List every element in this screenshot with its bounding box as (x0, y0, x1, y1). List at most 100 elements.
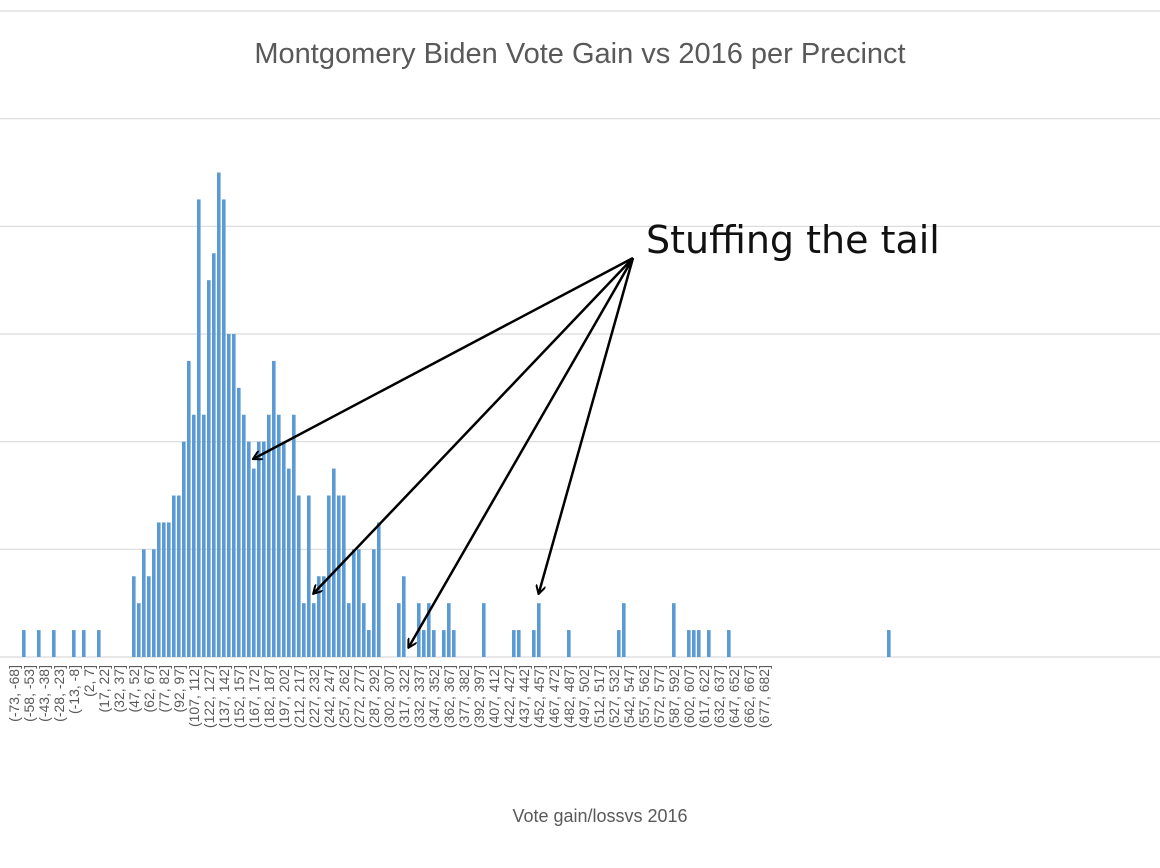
x-tick-label: (-28, -23] (51, 665, 67, 722)
bar (672, 603, 676, 657)
bar (397, 603, 401, 657)
bar (157, 522, 161, 657)
x-tick-label: (17, 22] (96, 665, 112, 712)
bar (317, 576, 321, 657)
x-tick-label: (632, 637] (711, 665, 727, 728)
bar (307, 495, 311, 657)
bar (687, 630, 691, 657)
bar (292, 414, 296, 657)
bar (52, 630, 56, 657)
x-tick-label: (287, 292] (366, 665, 382, 728)
x-tick-label: (482, 487] (561, 665, 577, 728)
x-tick-label: (662, 667] (741, 665, 757, 728)
bar (142, 549, 146, 657)
x-tick-label: (452, 457] (531, 665, 547, 728)
bar (402, 576, 406, 657)
bar (22, 630, 26, 657)
bar (137, 603, 141, 657)
bar (257, 441, 261, 657)
bar (82, 630, 86, 657)
annotation-arrow (409, 257, 635, 647)
bar (247, 441, 251, 657)
x-tick-label: (347, 352] (426, 665, 442, 728)
bar (537, 603, 541, 657)
x-tick-label: (137, 142] (216, 665, 232, 728)
bar (622, 603, 626, 657)
x-tick-label: (437, 442] (516, 665, 532, 728)
x-tick-label: (407, 412] (486, 665, 502, 728)
bar (152, 549, 156, 657)
bar (432, 630, 436, 657)
bar (147, 576, 151, 657)
bar (707, 630, 711, 657)
bar (697, 630, 701, 657)
x-tick-label: (107, 112] (186, 665, 202, 727)
x-tick-label: (197, 202] (276, 665, 292, 728)
bar (172, 495, 176, 657)
bar (192, 414, 196, 657)
x-tick-label: (587, 592] (666, 665, 682, 728)
x-tick-label: (242, 247] (321, 665, 337, 728)
bar (277, 414, 281, 657)
x-tick-label: (272, 277] (351, 665, 367, 728)
x-tick-label: (557, 562] (636, 665, 652, 728)
annotation-arrow (539, 257, 635, 593)
x-tick-label: (122, 127] (201, 665, 217, 728)
x-tick-label: (512, 517] (591, 665, 607, 728)
bar (442, 630, 446, 657)
bar (567, 630, 571, 657)
bar (37, 630, 41, 657)
bar (362, 603, 366, 657)
bar (367, 630, 371, 657)
bar (692, 630, 696, 657)
bar (262, 441, 266, 657)
bar (237, 387, 241, 657)
x-tick-label: (572, 577] (651, 665, 667, 728)
bar (322, 576, 326, 657)
bar (97, 630, 101, 657)
x-tick-label: (422, 427] (501, 665, 517, 728)
x-tick-label: (167, 172] (246, 665, 262, 728)
annotation-arrow (314, 257, 634, 593)
x-tick-label: (332, 337] (411, 665, 427, 728)
bar (337, 495, 341, 657)
bar (512, 630, 516, 657)
bar (227, 334, 231, 657)
bar (517, 630, 521, 657)
bar (287, 468, 291, 657)
bar (282, 441, 286, 657)
x-tick-label: (-58, -53] (21, 665, 37, 722)
bar (532, 630, 536, 657)
bar (427, 603, 431, 657)
bar (332, 468, 336, 657)
bar (182, 441, 186, 657)
bar (202, 414, 206, 657)
bar (342, 495, 346, 657)
bar (452, 630, 456, 657)
x-tick-label: (602, 607] (681, 665, 697, 728)
bar (272, 360, 276, 657)
bar (617, 630, 621, 657)
x-tick-label: (-43, -38] (36, 665, 52, 722)
x-tick-label: (392, 397] (471, 665, 487, 728)
bar (727, 630, 731, 657)
x-axis-label: Vote gain/lossvs 2016 (512, 806, 688, 826)
x-tick-label: (617, 622] (696, 665, 712, 728)
x-tick-label: (152, 157] (231, 665, 247, 728)
x-tick-label: (467, 472] (546, 665, 562, 728)
bar (302, 603, 306, 657)
bar (232, 334, 236, 657)
x-tick-label: (647, 652] (726, 665, 742, 728)
bar (212, 253, 216, 657)
bar (357, 549, 361, 657)
bar (297, 495, 301, 657)
bar (267, 414, 271, 657)
bar (187, 360, 191, 657)
x-tick-label: (32, 37] (111, 665, 127, 712)
bar (887, 630, 891, 657)
bar (162, 522, 166, 657)
chart-title: Montgomery Biden Vote Gain vs 2016 per P… (254, 38, 906, 70)
bar (217, 172, 221, 657)
x-tick-label: (77, 82] (156, 665, 172, 712)
